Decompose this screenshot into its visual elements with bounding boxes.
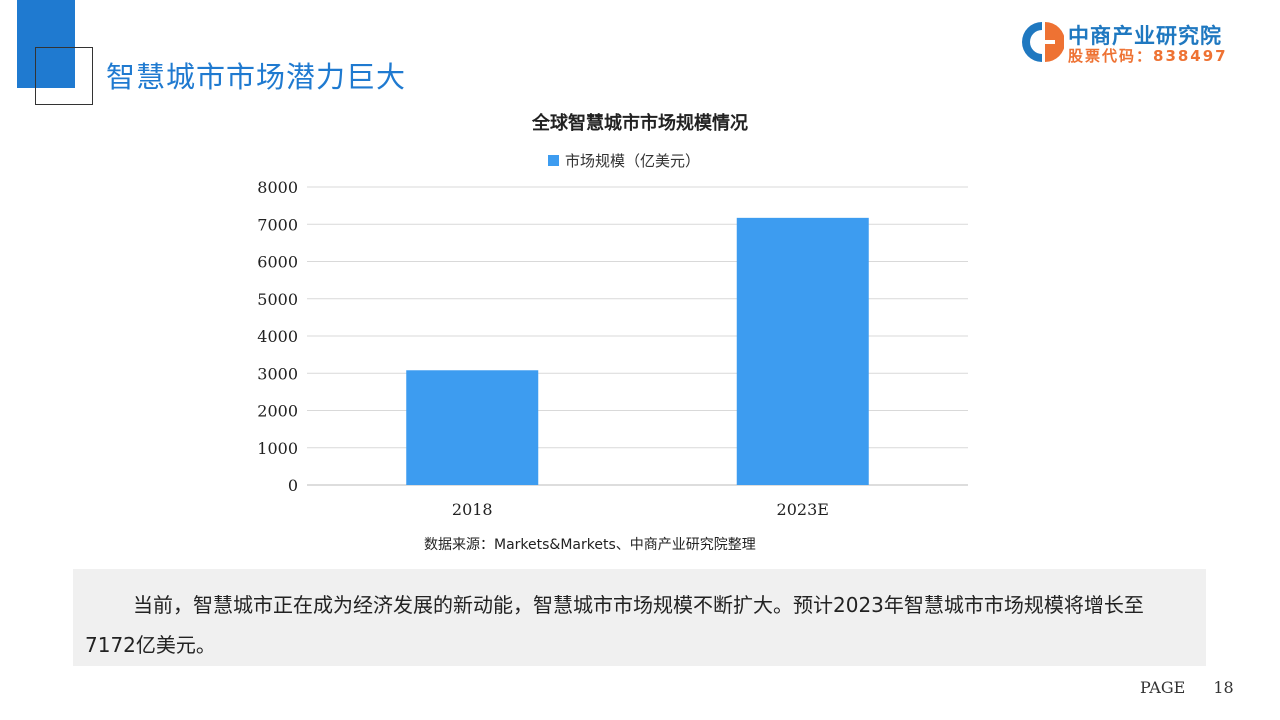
logo-name: 中商产业研究院 [1068, 24, 1222, 48]
y-tick-label: 7000 [257, 215, 298, 234]
page-number: 18 [1213, 678, 1234, 697]
legend-swatch [548, 155, 559, 166]
bar-chart: 全球智慧城市市场规模情况 市场规模（亿美元） 0 1000 2000 3000 4000… [257, 112, 968, 519]
y-tick-label: 8000 [257, 178, 298, 197]
page-label: PAGE [1140, 678, 1186, 697]
page-indicator: PAGE 18 [1140, 678, 1234, 697]
y-tick-label: 6000 [257, 253, 298, 272]
x-tick-label: 2018 [452, 500, 493, 519]
accent-block [17, 0, 75, 88]
bar [406, 370, 539, 485]
accent-frame [35, 47, 93, 105]
stock-code: 股票代码：838497 [1068, 47, 1228, 65]
y-tick-label: 2000 [257, 402, 298, 421]
y-tick-label: 0 [288, 476, 298, 495]
summary-text: 当前，智慧城市正在成为经济发展的新动能，智慧城市市场规模不断扩大。预计2023年… [73, 569, 1206, 666]
y-tick-label: 4000 [257, 327, 298, 346]
slide-title: 智慧城市市场潜力巨大 [106, 60, 407, 94]
company-logo: 中商产业研究院 股票代码：838497 [1020, 20, 1240, 66]
data-source: 数据来源：Markets&Markets、中商产业研究院整理 [424, 537, 756, 553]
bar [736, 217, 869, 485]
legend-label: 市场规模（亿美元） [565, 152, 700, 170]
logo-icon [1022, 22, 1064, 62]
chart-title: 全球智慧城市市场规模情况 [531, 112, 748, 134]
x-tick-label: 2023E [777, 500, 829, 519]
y-tick-label: 3000 [257, 364, 298, 383]
y-tick-label: 1000 [257, 439, 298, 458]
y-tick-label: 5000 [257, 290, 298, 309]
